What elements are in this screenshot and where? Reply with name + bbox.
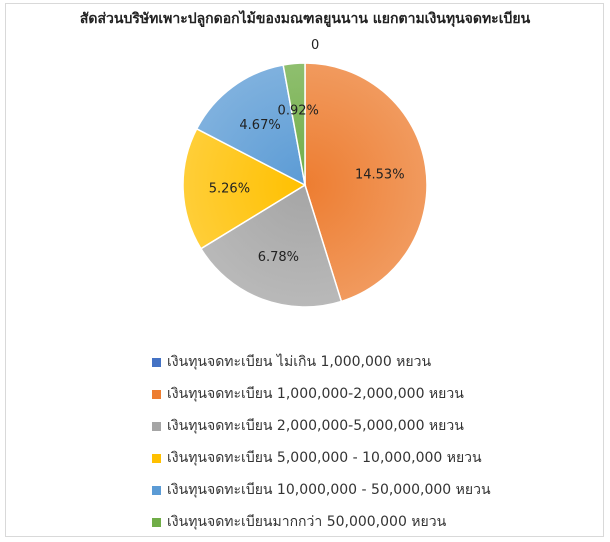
legend-swatch-0 [152, 357, 161, 367]
slice-5 [282, 62, 306, 186]
legend-label-3: เงินทุนจดทะเบียน 5,000,000 - 10,000,000 … [167, 450, 482, 466]
legend-item-2: เงินทุนจดทะเบียน 2,000,000-5,000,000 หยว… [152, 410, 491, 442]
slice-1 [304, 62, 428, 303]
slice-2-label: 6.78% [258, 250, 299, 265]
legend-item-1: เงินทุนจดทะเบียน 1,000,000-2,000,000 หยว… [152, 378, 491, 410]
slice-4-label: 4.67% [239, 118, 280, 133]
legend-label-4: เงินทุนจดทะเบียน 10,000,000 - 50,000,000… [167, 482, 491, 498]
chart-title: สัดส่วนบริษัทเพาะปลูกดอกไม้ของมณฑลยูนนาน… [79, 11, 531, 27]
legend-item-3: เงินทุนจดทะเบียน 5,000,000 - 10,000,000 … [152, 442, 491, 474]
pie-chart: 0 14.53% 6.78% 5.26% 4.67%0.92% [182, 38, 428, 308]
slice-5-label: 0.92% [278, 104, 319, 119]
legend-swatch-3 [152, 453, 161, 463]
slice-3-label: 5.26% [209, 182, 250, 197]
legend-swatch-1 [152, 389, 161, 399]
legend-item-5: เงินทุนจดทะเบียนมากกว่า 50,000,000 หยวน [152, 506, 491, 538]
slice-0-label: 0 [311, 38, 319, 53]
slice-4 [195, 64, 307, 187]
legend-swatch-2 [152, 421, 161, 431]
legend-item-4: เงินทุนจดทะเบียน 10,000,000 - 50,000,000… [152, 474, 491, 506]
slice-3 [182, 127, 307, 250]
slice-2 [199, 183, 343, 308]
chart-legend: เงินทุนจดทะเบียน ไม่เกิน 1,000,000 หยวนเ… [152, 346, 491, 538]
slice-1-label: 14.53% [355, 168, 405, 183]
legend-item-0: เงินทุนจดทะเบียน ไม่เกิน 1,000,000 หยวน [152, 346, 491, 378]
legend-swatch-5 [152, 517, 161, 527]
legend-label-0: เงินทุนจดทะเบียน ไม่เกิน 1,000,000 หยวน [167, 354, 432, 370]
legend-label-1: เงินทุนจดทะเบียน 1,000,000-2,000,000 หยว… [167, 386, 464, 402]
legend-label-2: เงินทุนจดทะเบียน 2,000,000-5,000,000 หยว… [167, 418, 464, 434]
legend-label-5: เงินทุนจดทะเบียนมากกว่า 50,000,000 หยวน [167, 514, 447, 530]
legend-swatch-4 [152, 485, 161, 495]
